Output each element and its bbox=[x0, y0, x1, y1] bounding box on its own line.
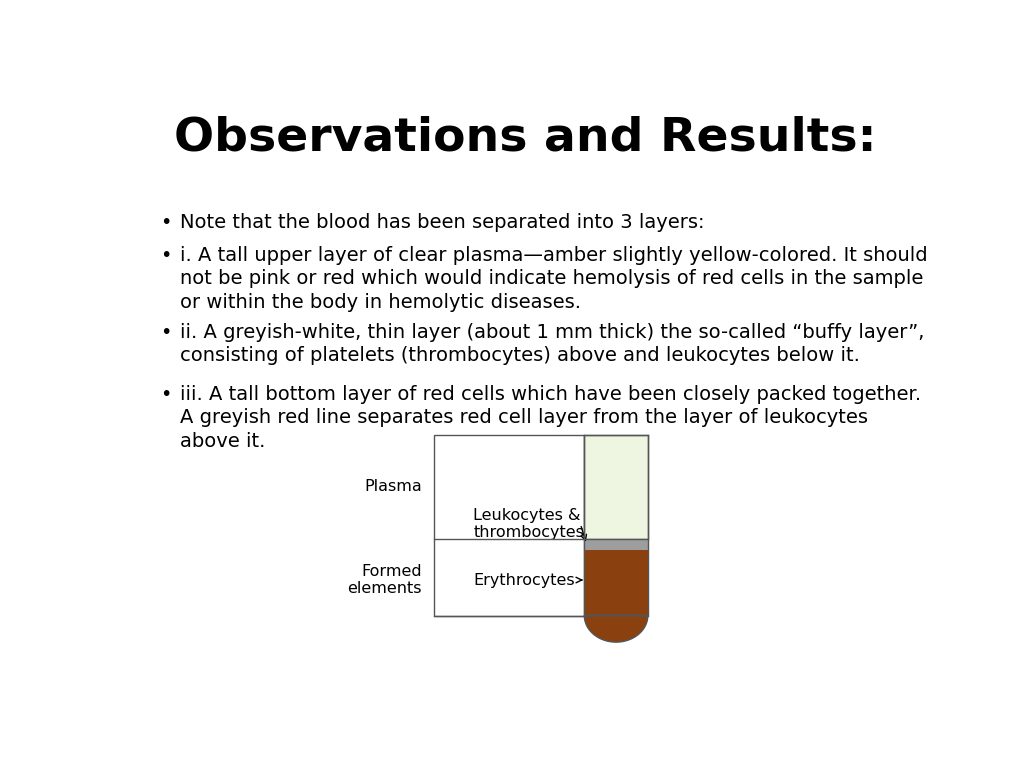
Text: Plasma: Plasma bbox=[364, 479, 422, 495]
Text: Note that the blood has been separated into 3 layers:: Note that the blood has been separated i… bbox=[179, 214, 705, 233]
Bar bbox=[585, 538, 648, 551]
Bar bbox=[585, 551, 648, 615]
Text: •: • bbox=[160, 323, 171, 342]
Bar bbox=[585, 435, 648, 538]
Text: Formed
elements: Formed elements bbox=[347, 564, 422, 596]
Text: Leukocytes &
thrombocytes: Leukocytes & thrombocytes bbox=[473, 508, 584, 540]
Text: i. A tall upper layer of clear plasma—amber slightly yellow-colored. It should
n: i. A tall upper layer of clear plasma—am… bbox=[179, 246, 927, 312]
Text: iii. A tall bottom layer of red cells which have been closely packed together.
A: iii. A tall bottom layer of red cells wh… bbox=[179, 385, 921, 451]
Text: •: • bbox=[160, 385, 171, 404]
Text: •: • bbox=[160, 214, 171, 233]
Text: •: • bbox=[160, 246, 171, 265]
Text: Erythrocytes: Erythrocytes bbox=[473, 572, 574, 588]
Text: Observations and Results:: Observations and Results: bbox=[173, 116, 877, 161]
Bar bbox=[433, 435, 585, 615]
Polygon shape bbox=[585, 615, 648, 642]
Text: ii. A greyish-white, thin layer (about 1 mm thick) the so-called “buffy layer”,
: ii. A greyish-white, thin layer (about 1… bbox=[179, 323, 924, 366]
